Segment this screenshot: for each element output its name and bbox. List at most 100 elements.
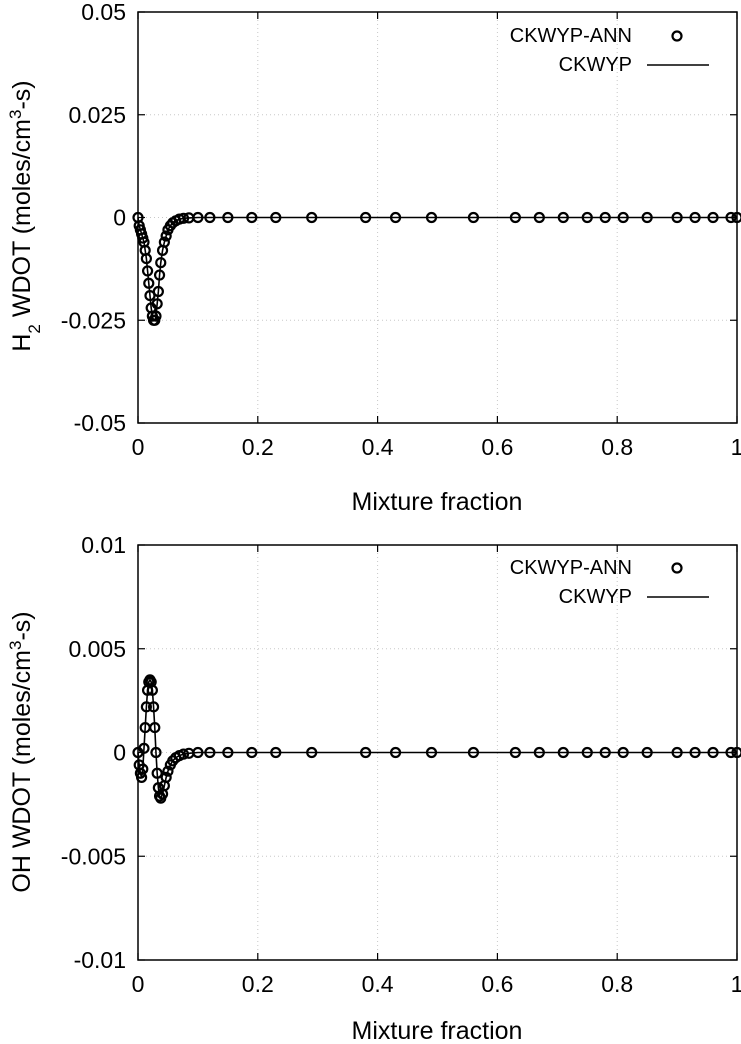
h2-data-point-18	[153, 269, 166, 281]
oh-data-point-28	[177, 748, 190, 760]
h2-series-line-ckwyp	[137, 216, 737, 322]
h2-data-point-16	[151, 298, 163, 310]
oh-data-point-37	[389, 746, 402, 759]
oh-x-ticks: 0 0.2 0.4 0.6 0.8 1	[132, 545, 741, 997]
oh-data-point-16	[151, 767, 163, 779]
h2-data-point-39	[467, 211, 480, 224]
oh-data-point-7	[140, 701, 152, 713]
oh-data-point-39	[467, 746, 480, 759]
h2-x-tick-label-2: 0.4	[362, 434, 394, 460]
oh-data-point-45	[617, 746, 629, 759]
h2-data-point-46	[641, 211, 653, 224]
h2-data-point-45	[617, 211, 629, 224]
h2-data-point-15	[150, 310, 162, 322]
oh-legend-marker-ann	[671, 562, 683, 574]
h2-data-point-42	[557, 211, 569, 224]
h2-y-tick-label-2: 0	[113, 205, 126, 231]
oh-x-tick-label-4: 0.8	[601, 971, 633, 997]
h2-y-axis-label: H2 WDOT (moles/cm3-s)	[6, 80, 44, 351]
oh-legend-label-line: CKWYP	[559, 586, 632, 608]
oh-y-tick-label-4: -0.01	[74, 947, 126, 973]
oh-curve-layer	[137, 678, 737, 800]
h2-x-axis-label: Mixture fraction	[352, 488, 523, 516]
h2-x-tick-label-5: 1	[731, 434, 741, 460]
h2-data-point-43	[581, 211, 593, 224]
h2-data-point-7	[140, 253, 152, 265]
oh-y-tick-label-0: 0.01	[81, 532, 126, 558]
oh-data-point-42	[557, 746, 569, 759]
h2-x-tick-label-1: 0.2	[242, 434, 274, 460]
h2-y-tick-label-4: -0.05	[74, 410, 126, 436]
h2-data-point-40	[509, 211, 521, 224]
h2-x-tick-label-3: 0.6	[481, 434, 513, 460]
oh-series-line-ckwyp	[137, 678, 737, 800]
h2-data-point-41	[533, 211, 545, 224]
oh-data-point-13	[147, 701, 160, 713]
h2-y-tick-label-3: -0.025	[61, 307, 126, 333]
oh-data-point-34	[270, 746, 282, 759]
oh-data-point-23	[162, 765, 174, 777]
h2-data-point-8	[141, 265, 154, 277]
oh-data-point-32	[222, 746, 234, 759]
oh-data-point-46	[641, 746, 653, 759]
h2-data-point-49	[707, 211, 719, 224]
oh-legend-label-ann: CKWYP-ANN	[510, 557, 632, 579]
oh-data-point-47	[671, 746, 683, 759]
h2-grid	[138, 12, 737, 423]
oh-legend: CKWYP-ANN CKWYP	[510, 557, 709, 608]
h2-data-point-30	[192, 211, 204, 224]
h2-data-point-21	[158, 236, 170, 248]
h2-legend: CKWYP-ANN CKWYP	[510, 25, 709, 76]
oh-x-tick-label-1: 0.2	[242, 971, 274, 997]
h2-x-tick-label-0: 0	[132, 434, 145, 460]
h2-data-point-17	[152, 285, 164, 298]
oh-data-point-22	[160, 771, 172, 784]
h2-data-point-35	[306, 211, 318, 224]
oh-data-point-14	[149, 721, 161, 734]
h2-y-tick-label-0: 0.05	[81, 0, 126, 25]
oh-data-point-43	[581, 746, 593, 759]
h2-data-point-37	[389, 211, 402, 224]
h2-curve-layer	[137, 216, 737, 322]
h2-data-point-38	[425, 211, 438, 224]
oh-y-tick-label-2: 0	[113, 740, 126, 766]
h2-data-point-19	[155, 257, 167, 269]
h2-data-point-33	[246, 211, 258, 224]
oh-wdot-chart: 0 0.2 0.4 0.6 0.8 1 0.01 0.005 0 -0.005 -0.01 Mix…	[6, 532, 741, 1044]
h2-data-point-9	[143, 277, 155, 289]
oh-data-point-49	[707, 746, 719, 759]
h2-data-point-32	[222, 211, 234, 224]
oh-data-point-35	[306, 746, 318, 759]
h2-data-point-31	[204, 211, 216, 224]
oh-data-point-44	[599, 746, 611, 759]
h2-data-point-28	[177, 212, 190, 224]
oh-y-axis-label: OH WDOT (moles/cm3-s)	[6, 611, 37, 892]
oh-data-point-31	[204, 746, 216, 759]
h2-data-point-48	[689, 211, 701, 224]
oh-x-tick-label-2: 0.4	[362, 971, 394, 997]
h2-data-point-34	[270, 211, 282, 224]
oh-data-point-40	[509, 746, 521, 759]
oh-data-point-38	[425, 746, 438, 759]
oh-data-point-12	[146, 684, 158, 696]
oh-x-axis-label: Mixture fraction	[352, 1017, 523, 1044]
h2-data-point-44	[599, 211, 611, 224]
oh-x-tick-label-3: 0.6	[481, 971, 513, 997]
oh-y-tick-label-1: 0.005	[68, 636, 126, 662]
oh-x-tick-label-0: 0	[132, 971, 145, 997]
oh-data-point-48	[689, 746, 701, 759]
oh-data-point-30	[192, 746, 204, 759]
h2-y-ticks: 0.05 0.025 0 -0.025 -0.05	[61, 0, 737, 436]
oh-data-point-36	[360, 746, 372, 759]
oh-data-point-41	[533, 746, 545, 759]
oh-data-point-15	[150, 746, 162, 759]
oh-data-point-33	[246, 746, 258, 759]
h2-data-point-10	[144, 289, 156, 302]
h2-x-ticks: 0 0.2 0.4 0.6 0.8 1	[132, 12, 741, 460]
h2-x-tick-label-4: 0.8	[601, 434, 633, 460]
h2-data-point-22	[160, 230, 172, 242]
oh-x-tick-label-5: 1	[731, 971, 741, 997]
h2-legend-label-ann: CKWYP-ANN	[510, 25, 632, 47]
oh-marker-layer	[132, 674, 741, 804]
